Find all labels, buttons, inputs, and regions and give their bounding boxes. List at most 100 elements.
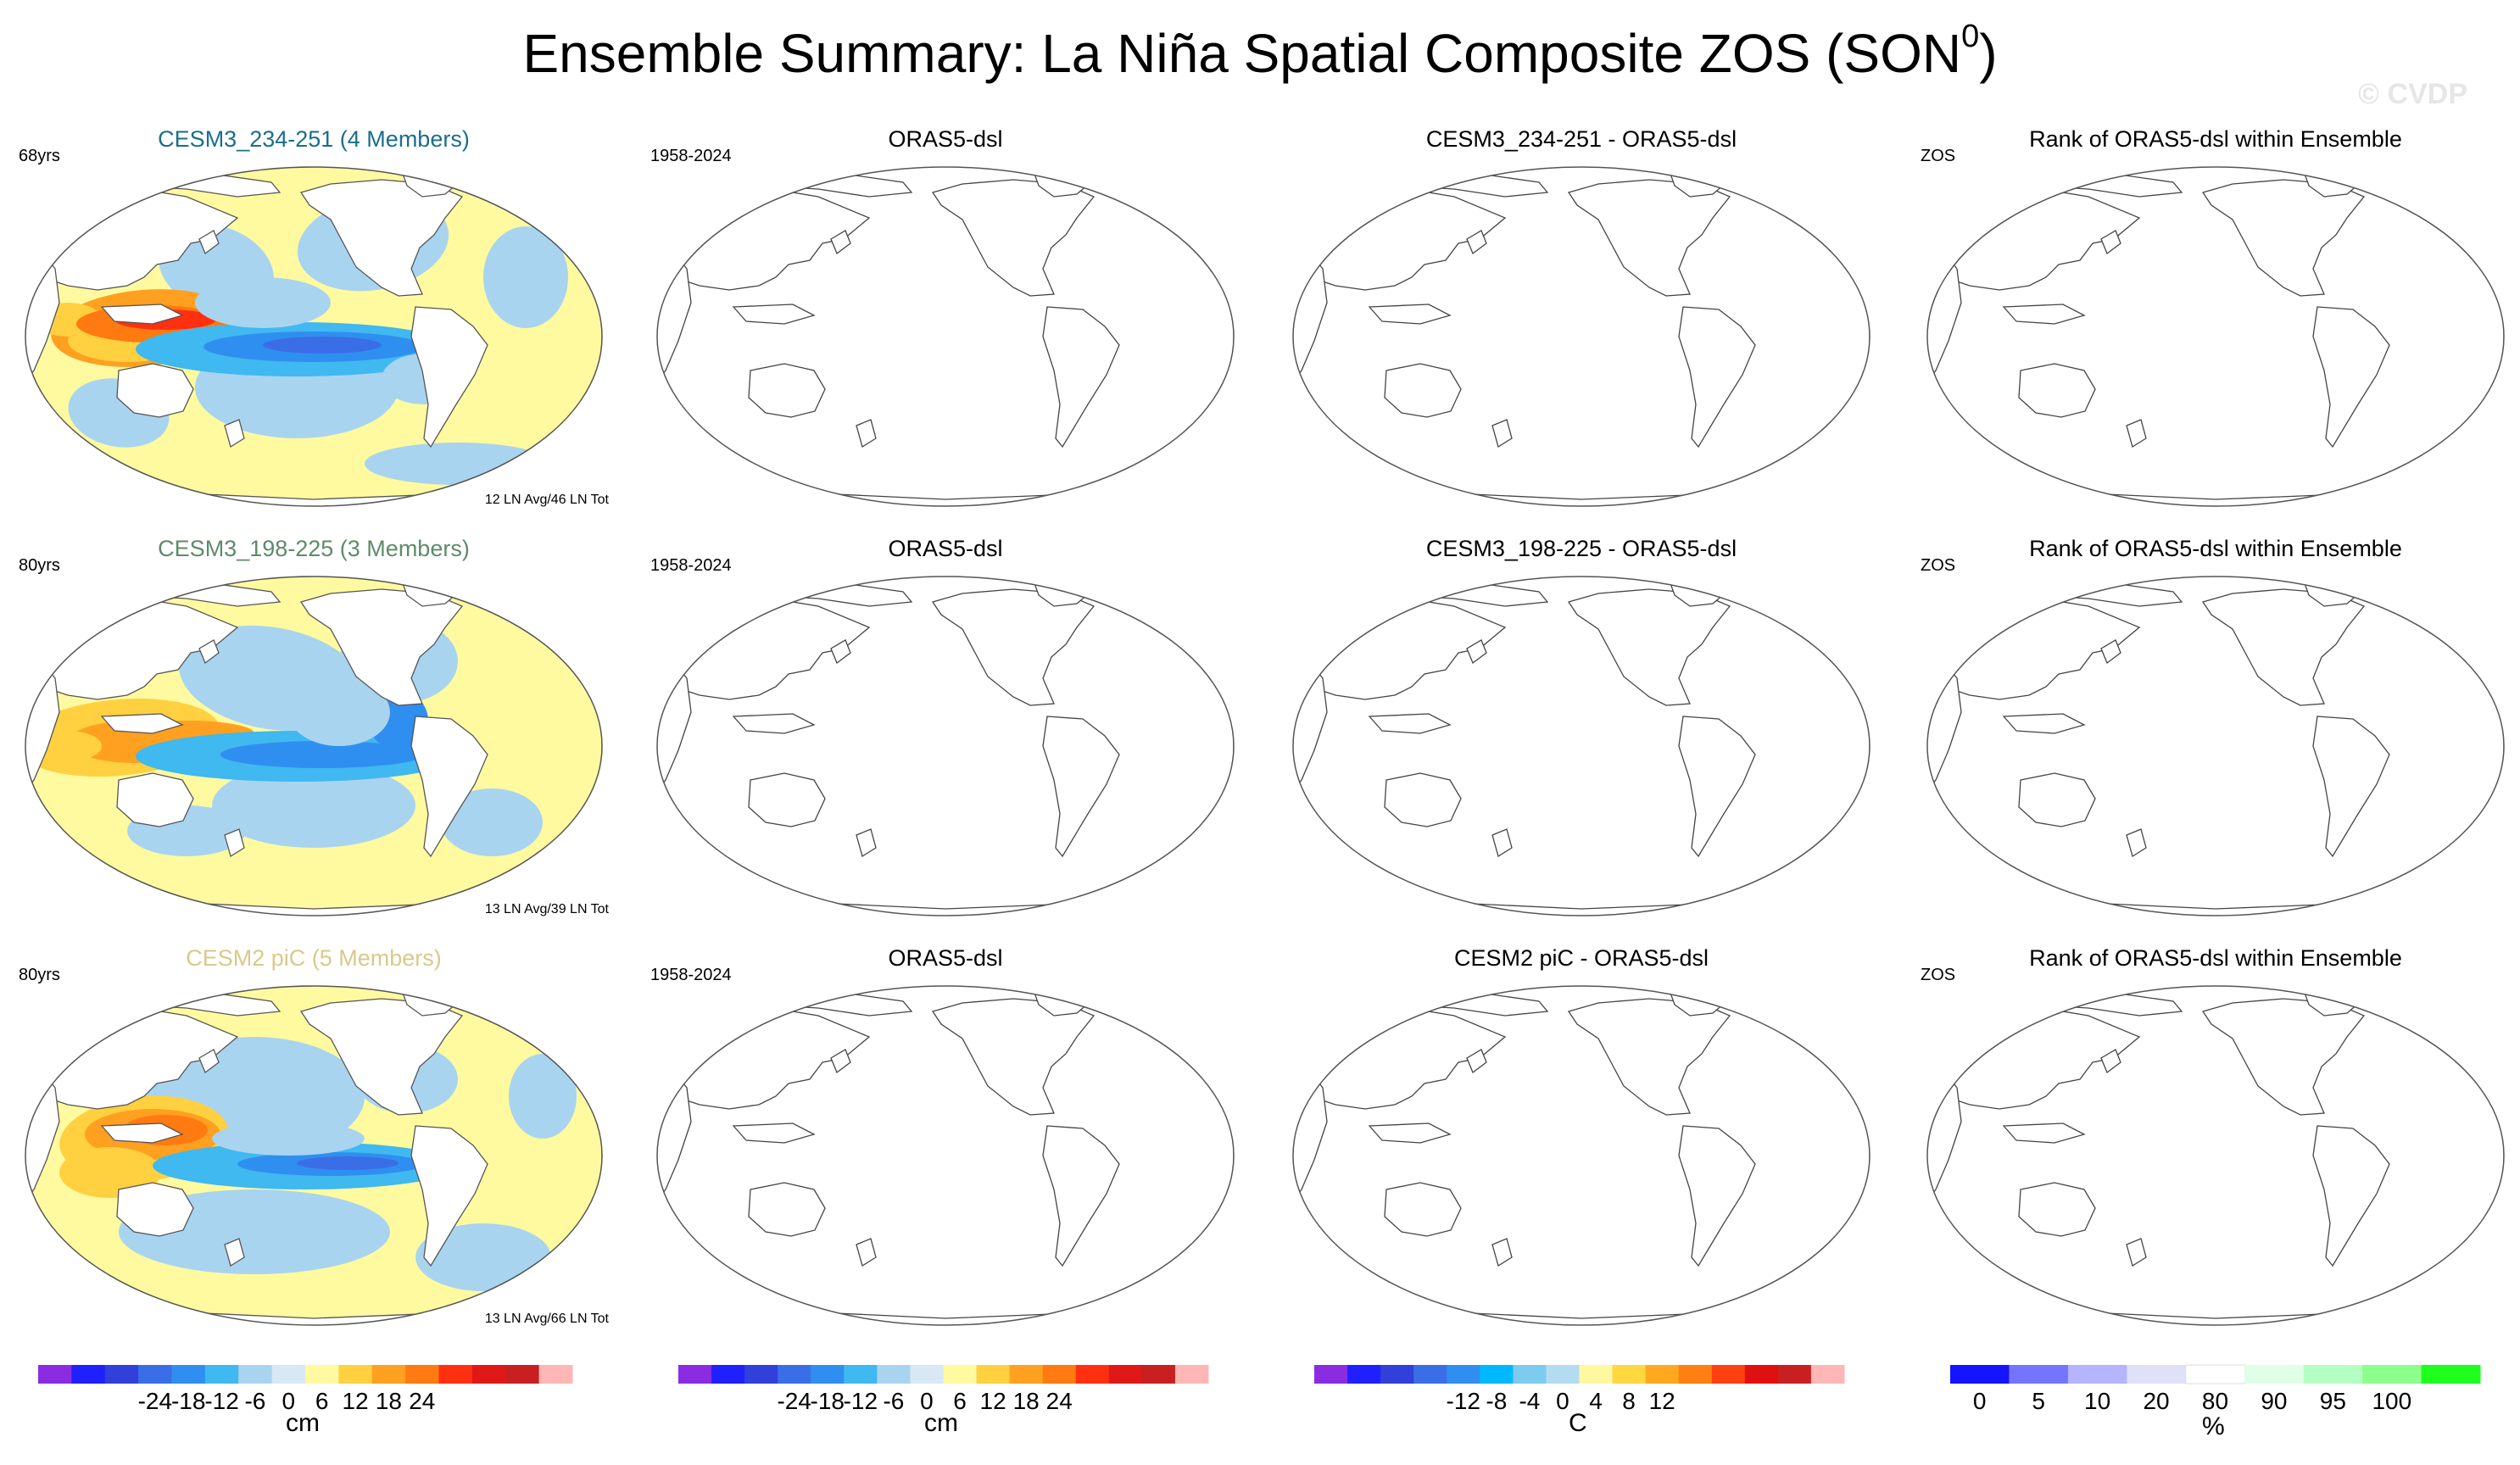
map-content	[25, 577, 602, 916]
colorbar-tick-label: 18	[376, 1388, 402, 1414]
colorbar-tick-label: -12	[1447, 1388, 1480, 1414]
colorbar-swatch	[138, 1365, 173, 1384]
globe-outline	[1926, 166, 2505, 507]
map-content	[657, 989, 1234, 1325]
map-content	[25, 167, 602, 506]
japan	[1466, 1049, 1487, 1074]
ensemble-panel-2: CESM3_198-225 (3 Members) 80yrs 13 LN Av…	[17, 536, 610, 922]
colorbar-swatch	[811, 1365, 845, 1384]
colorbar-swatch	[1042, 1365, 1077, 1384]
colorbar-swatch	[910, 1365, 944, 1384]
colorbar-tick-label: 80	[2202, 1388, 2228, 1414]
obs-panel-2: ORAS5-dsl 1958-2024	[649, 536, 1242, 922]
anomaly-region	[263, 337, 382, 354]
north-america	[2201, 588, 2366, 706]
africa-west	[1293, 247, 1328, 389]
colorbar-swatch	[371, 1365, 406, 1384]
colorbar-swatch	[2067, 1365, 2127, 1384]
colorbar-swatch	[1347, 1365, 1381, 1384]
antarctica	[1994, 1303, 2437, 1325]
australia	[2018, 772, 2096, 827]
new-zealand	[224, 1238, 245, 1267]
colorbar-swatch	[1744, 1365, 1779, 1384]
map-content	[1927, 580, 2504, 916]
variable-label: ZOS	[1921, 147, 1956, 165]
arctic-coast	[2020, 582, 2183, 607]
colorbar-swatch	[943, 1365, 978, 1384]
colorbar-swatch	[2362, 1365, 2422, 1384]
blank-map	[1926, 166, 2505, 507]
colorbar-swatch	[2009, 1365, 2069, 1384]
antarctica	[724, 894, 1167, 916]
map-content	[1293, 170, 1870, 506]
anomaly-region	[288, 678, 390, 746]
rank-panel-1: Rank of ORAS5-dsl within Ensemble ZOS	[1919, 126, 2512, 513]
antarctica	[1360, 1303, 1803, 1325]
colorbar-swatch	[711, 1365, 745, 1384]
south-america	[1042, 306, 1120, 448]
new-zealand	[856, 1238, 877, 1267]
south-america	[1042, 716, 1120, 858]
north-america	[1567, 179, 1731, 297]
arctic-coast	[1385, 582, 1549, 607]
blank-map	[1292, 576, 1870, 916]
north-america	[2201, 179, 2366, 297]
new-zealand	[1491, 828, 1513, 858]
colorbar-tick-label: 12	[342, 1388, 368, 1414]
panel-title: CESM3_234-251 - ORAS5-dsl	[1425, 126, 1737, 152]
indonesia	[100, 304, 184, 325]
colorbar-tick-label: 0	[1556, 1388, 1569, 1414]
antarctica	[1994, 484, 2437, 506]
panel-title: CESM3_198-225 - ORAS5-dsl	[1425, 536, 1737, 561]
colorbar-tick-label: 18	[1013, 1388, 1040, 1414]
indonesia	[2002, 304, 2086, 325]
colorbar-swatch	[2244, 1365, 2305, 1384]
colorbar-tick-label: -24	[777, 1388, 811, 1414]
africa-east	[1869, 258, 1870, 354]
japan	[198, 1049, 220, 1074]
south-america	[410, 1125, 488, 1267]
colorbar-tick-label: 24	[409, 1388, 435, 1414]
rank-panel-3: Rank of ORAS5-dsl within Ensemble ZOS	[1919, 945, 2512, 1332]
colorbar-tick-label: 6	[315, 1388, 329, 1414]
colorbar-swatch	[71, 1365, 106, 1384]
colorbar-tick-label: 0	[282, 1388, 296, 1414]
anomaly-region	[297, 1156, 399, 1170]
africa-east	[1233, 258, 1234, 354]
colorbar-tick-label: 95	[2320, 1388, 2346, 1414]
africa-west	[1927, 656, 1962, 799]
colorbar-tick-label: 0	[920, 1388, 934, 1414]
south-america	[2312, 306, 2390, 448]
indonesia	[1368, 304, 1452, 325]
colorbar-swatch	[471, 1365, 506, 1384]
colorbar-swatch	[744, 1365, 778, 1384]
africa-west	[1293, 656, 1328, 799]
map-content	[657, 170, 1234, 506]
africa-east	[2503, 667, 2504, 764]
colorbar-tick-label: -8	[1486, 1388, 1507, 1414]
arctic-coast	[750, 992, 913, 1017]
colorbar-swatch	[1579, 1365, 1614, 1384]
colorbar-tick-label: -24	[138, 1388, 172, 1414]
years-label: 1958-2024	[650, 966, 732, 984]
blank-map	[656, 576, 1235, 916]
colorbar-1: -24 -18 -12 -6 0 6 12 18 24 cm	[38, 1365, 573, 1437]
new-zealand	[1491, 1238, 1513, 1267]
colorbar-svg: -24-18-12 -6 0 6 12 18 24	[38, 1365, 573, 1414]
map-content	[657, 580, 1234, 916]
antarctica	[1994, 894, 2437, 916]
south-america	[410, 306, 488, 448]
arctic-coast	[750, 582, 913, 607]
ensemble-panel-3: CESM2 piC (5 Members) 80yrs 13 LN Avg/66…	[17, 945, 610, 1332]
colorbar-swatch	[505, 1365, 540, 1384]
anomaly-region	[212, 1122, 365, 1156]
colorbar-svg: -12 -8 -4 0 4 8 12	[1314, 1365, 1845, 1414]
anomaly-region	[483, 226, 568, 328]
ensemble-panel-1: CESM3_234-251 (4 Members) 68yrs 12 LN Av…	[17, 126, 610, 513]
australia	[748, 772, 826, 827]
africa-east	[601, 1077, 602, 1173]
colorbar-swatch	[1546, 1365, 1580, 1384]
japan	[2100, 639, 2121, 665]
map-content	[1927, 170, 2504, 506]
obs-panel-3: ORAS5-dsl 1958-2024	[649, 945, 1242, 1332]
